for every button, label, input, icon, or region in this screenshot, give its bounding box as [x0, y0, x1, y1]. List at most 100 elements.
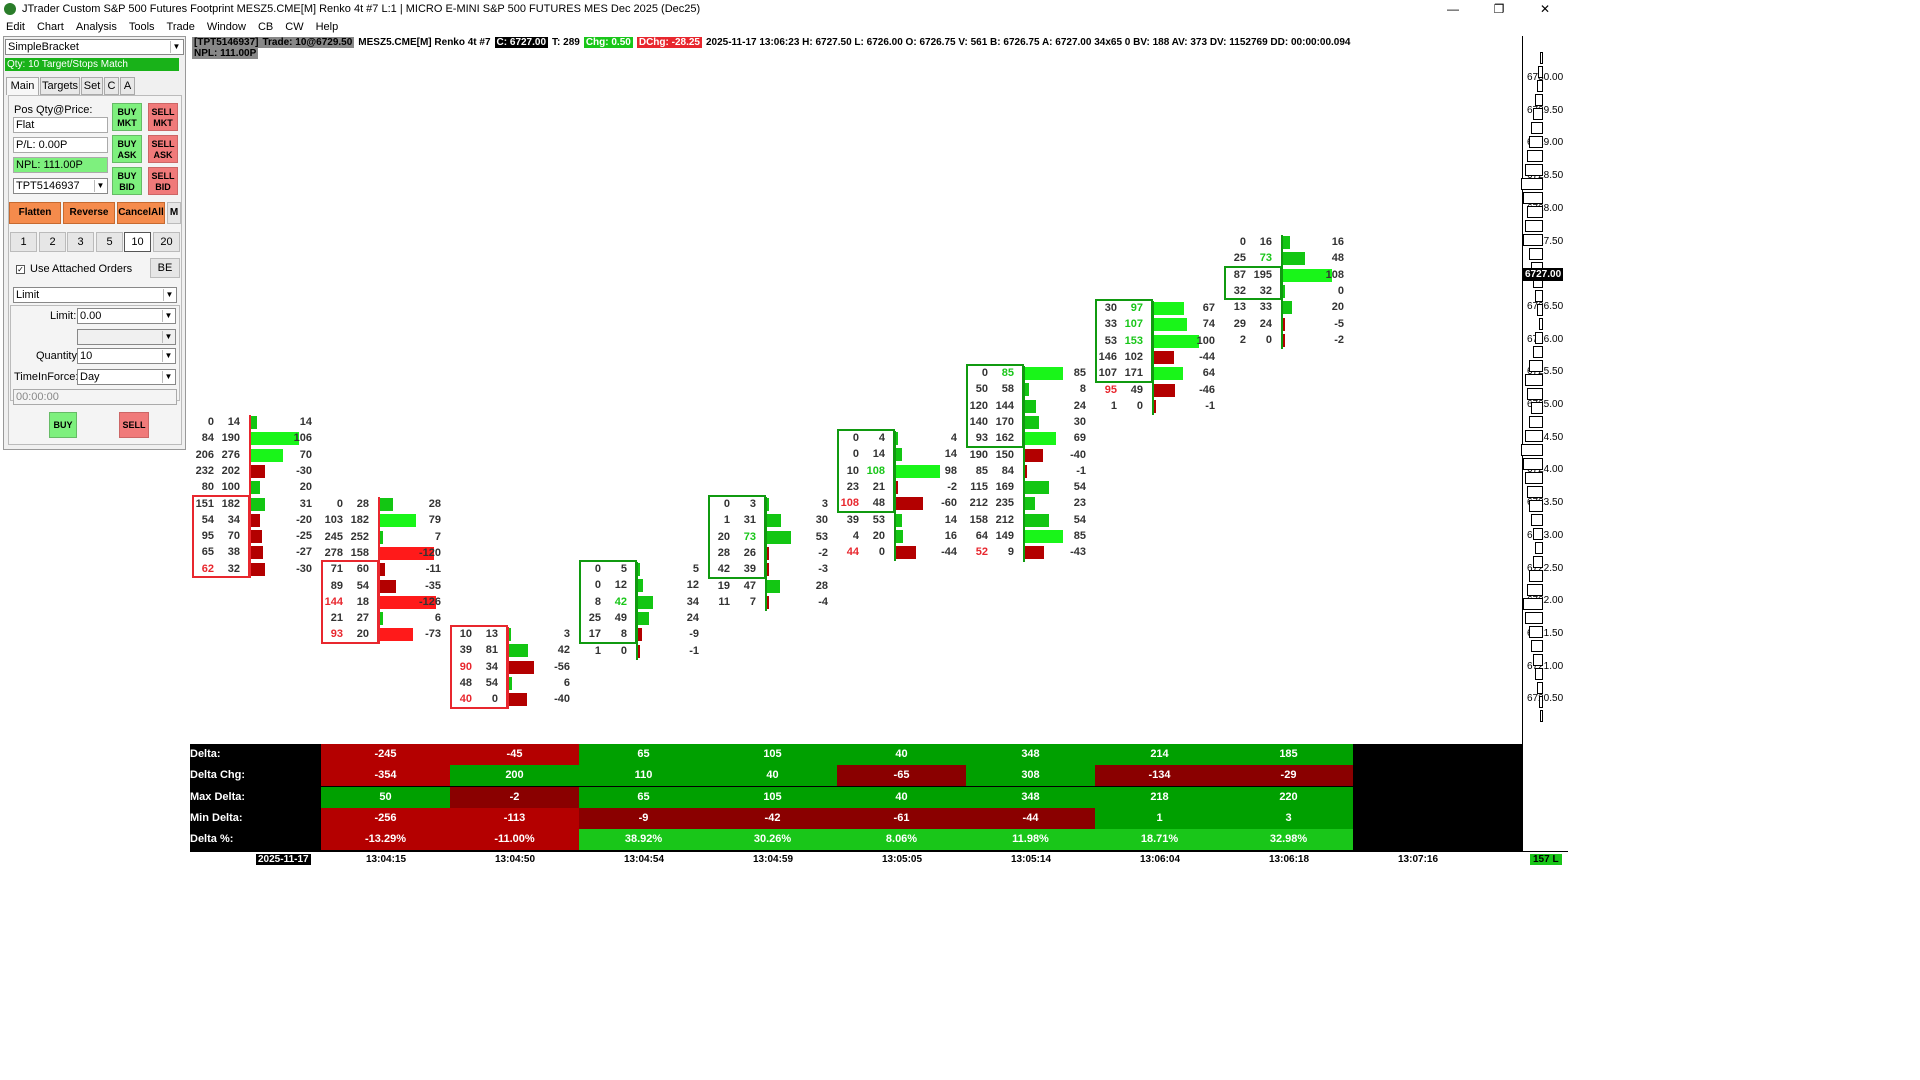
volume-profile-box	[1535, 332, 1543, 344]
close-button[interactable]: ✕	[1539, 2, 1551, 16]
price-label: 6722.50	[1527, 562, 1564, 574]
menu-window[interactable]: Window	[206, 20, 246, 33]
tif-select[interactable]: Day ▼	[77, 369, 176, 385]
chevron-down-icon: ▼	[162, 331, 174, 343]
volume-profile-box	[1525, 220, 1543, 232]
ask-volume: 54	[356, 579, 369, 592]
menu-trade[interactable]: Trade	[166, 20, 195, 33]
delta-table-cell: 38.92%	[579, 829, 708, 851]
delta-bar	[767, 595, 769, 609]
sell-bid-button[interactable]: SELL BID	[148, 167, 178, 195]
symbol-tag: MESZ5.CME[M] Renko 4t #7	[358, 36, 491, 48]
buy-button[interactable]: BUY	[49, 412, 77, 438]
delta-label: 14	[299, 416, 312, 428]
flatten-button[interactable]: Flatten	[9, 202, 61, 224]
time-input[interactable]: 00:00:00	[13, 389, 177, 405]
delta-bar	[896, 497, 923, 511]
m-button[interactable]: M	[167, 202, 181, 224]
delta-bar	[1154, 350, 1174, 364]
tab-a[interactable]: A	[120, 77, 135, 95]
delta-bar	[251, 464, 265, 478]
time-axis[interactable]: 2025-11-17 13:04:15 13:04:50 13:04:54 13:04:…	[190, 851, 1568, 867]
price-label: 6723.00	[1527, 529, 1564, 541]
bid-volume: 93	[975, 432, 988, 445]
qty-2-button[interactable]: 2	[39, 232, 66, 252]
bid-volume: 52	[975, 546, 988, 559]
bid-volume: 2	[1239, 333, 1246, 346]
attached-orders-checkbox[interactable]: ✓	[16, 265, 25, 274]
ask-volume: 16	[1259, 236, 1272, 248]
delta-bar	[1025, 497, 1036, 511]
delta-label: -2	[1334, 333, 1344, 346]
menu-chart[interactable]: Chart	[36, 20, 64, 33]
delta-label: -43	[1070, 546, 1086, 559]
time-label: 2025-11-17	[256, 854, 311, 865]
pl-field: P/L: 0.00P	[13, 137, 108, 153]
delta-label: 54	[1073, 513, 1086, 526]
account-tag: [TPT5146937]	[192, 36, 261, 48]
bid-volume: 87	[1233, 268, 1246, 281]
npl-tag: NPL: 111.00P	[192, 48, 259, 59]
delta-label: 20	[1331, 301, 1344, 314]
menu-help[interactable]: Help	[315, 20, 339, 33]
price-label: 6720.50	[1527, 693, 1564, 705]
breakeven-button[interactable]: BE	[150, 258, 180, 278]
menu-cw[interactable]: CW	[285, 20, 304, 33]
delta-table-cell: 200	[450, 765, 579, 787]
sell-button[interactable]: SELL	[119, 412, 149, 438]
price-label: 6729.50	[1527, 104, 1564, 116]
ask-volume: 252	[350, 530, 369, 543]
maximize-button[interactable]: ❐	[1493, 2, 1505, 16]
menu-edit[interactable]: Edit	[6, 20, 25, 33]
reverse-button[interactable]: Reverse	[63, 202, 115, 224]
minimize-button[interactable]: —	[1447, 2, 1459, 16]
limit-price-input[interactable]: 0.00 ▼	[77, 308, 176, 324]
cancel-all-button[interactable]: CancelAll	[117, 202, 165, 224]
sell-mkt-button[interactable]: SELL MKT	[148, 103, 178, 131]
time-label: 13:04:50	[495, 854, 536, 865]
buy-ask-button[interactable]: BUY ASK	[112, 135, 142, 163]
tab-set[interactable]: Set	[81, 77, 103, 95]
delta-table-cell: -9	[579, 807, 708, 829]
delta-bar	[1025, 399, 1036, 413]
bid-volume: 44	[846, 546, 859, 559]
delta-label: -3	[818, 563, 828, 576]
qty-3-button[interactable]: 3	[67, 232, 94, 252]
buy-bid-button[interactable]: BUY BID	[112, 167, 142, 195]
tab-main[interactable]: Main	[6, 77, 39, 95]
order-type-select[interactable]: Limit ▼	[13, 287, 177, 303]
delta-bar	[1283, 301, 1292, 315]
ask-volume: 162	[995, 432, 1014, 445]
delta-label: 30	[1073, 415, 1086, 428]
sell-ask-button[interactable]: SELL ASK	[148, 135, 178, 163]
menu-cb[interactable]: CB	[257, 20, 274, 33]
delta-label: -44	[1199, 350, 1215, 363]
qty-10-button[interactable]: 10	[124, 232, 151, 252]
buy-mkt-button[interactable]: BUY MKT	[112, 103, 142, 131]
qty-20-button[interactable]: 20	[153, 232, 180, 252]
quantity-input[interactable]: 10 ▼	[77, 348, 176, 364]
price-scale[interactable]: 6730.00 6729.50 6729.00 6728.50 6728.00 6727.…	[1521, 36, 1568, 866]
bar-wick	[378, 497, 380, 644]
delta-label: 85	[1073, 530, 1086, 542]
bar-body-box	[1224, 265, 1282, 301]
strategy-select[interactable]: SimpleBracket ▼	[5, 39, 184, 55]
volume-profile-box	[1540, 52, 1543, 64]
bid-volume: 212	[969, 497, 988, 510]
stop-price-input[interactable]: ▼	[77, 329, 176, 345]
account-select[interactable]: TPT5146937 ▼	[13, 178, 108, 194]
delta-table-cell: -245	[321, 744, 450, 765]
footprint-chart[interactable]	[190, 36, 1522, 744]
delta-label: -27	[296, 546, 312, 559]
delta-label: 8	[1079, 383, 1086, 396]
volume-profile-box	[1537, 304, 1543, 316]
ask-volume: 34	[485, 660, 498, 673]
tab-targets[interactable]: Targets	[40, 77, 80, 95]
qty-1-button[interactable]: 1	[10, 232, 37, 252]
tab-c[interactable]: C	[104, 77, 119, 95]
menu-tools[interactable]: Tools	[128, 20, 155, 33]
menu-analysis[interactable]: Analysis	[75, 20, 117, 33]
time-label: 13:06:04	[1140, 854, 1181, 865]
delta-bar	[896, 546, 916, 560]
qty-5-button[interactable]: 5	[96, 232, 123, 252]
